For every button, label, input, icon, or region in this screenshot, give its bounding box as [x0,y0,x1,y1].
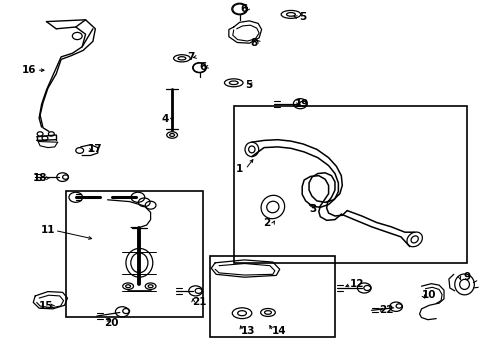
Text: 18: 18 [33,173,47,183]
Text: 14: 14 [271,326,285,336]
Text: 8: 8 [250,38,257,48]
Bar [210,256,334,337]
Text: 17: 17 [88,144,102,154]
Text: 10: 10 [421,290,436,300]
Text: 22: 22 [378,305,393,315]
Text: 13: 13 [241,326,255,336]
Text: 9: 9 [463,272,469,282]
Text: 12: 12 [349,279,364,289]
Text: 2: 2 [263,218,269,228]
Text: 11: 11 [41,225,55,235]
Text: 5: 5 [244,80,251,90]
Text: 4: 4 [161,114,169,124]
Text: 1: 1 [236,164,243,174]
Text: 7: 7 [186,52,194,62]
Text: 6: 6 [199,62,206,72]
Text: 3: 3 [309,204,316,214]
Text: 15: 15 [39,301,54,311]
Bar [66,191,203,317]
Text: 19: 19 [294,99,309,109]
Text: 5: 5 [299,12,306,22]
Text: 21: 21 [192,297,206,307]
Text: 6: 6 [240,4,246,14]
Bar [233,106,466,263]
Text: 20: 20 [104,318,119,328]
Text: 16: 16 [22,65,37,75]
